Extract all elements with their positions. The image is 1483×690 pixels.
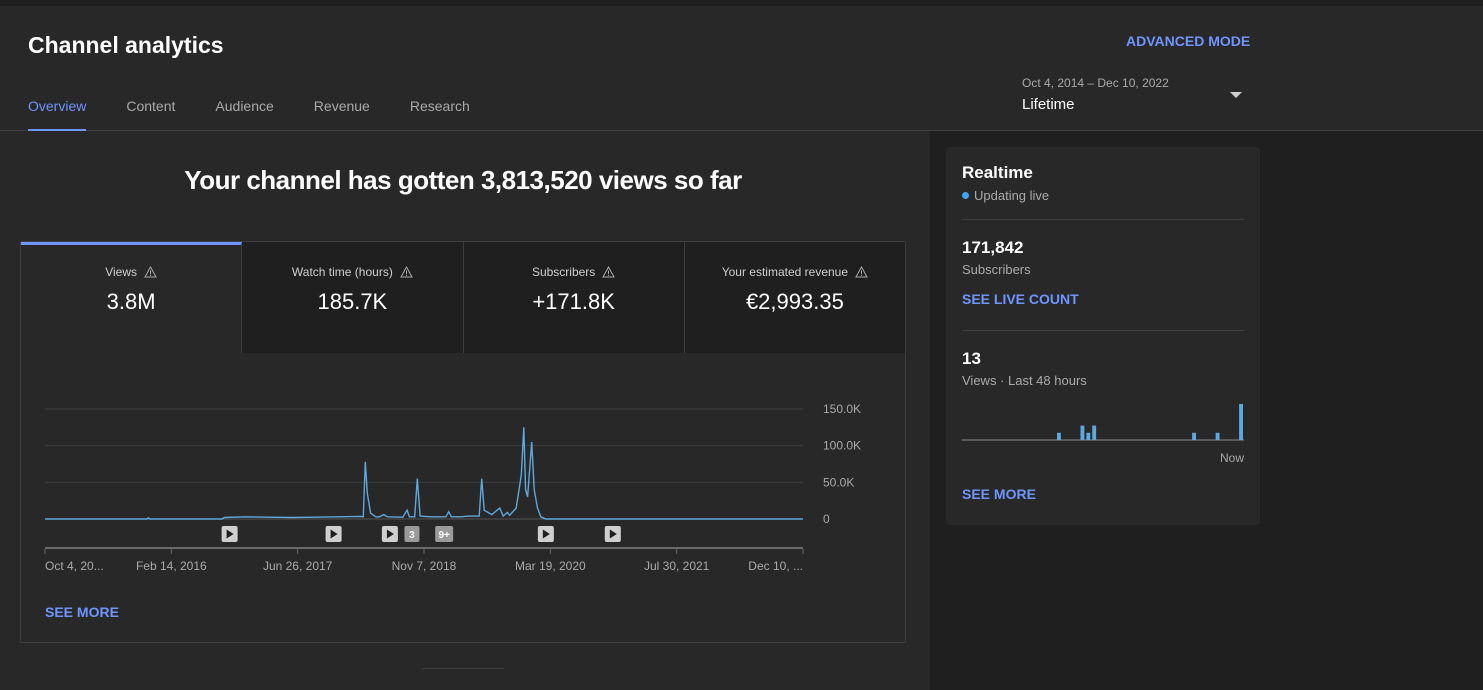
x-tick-label: Feb 14, 2016	[136, 559, 207, 573]
y-tick-label: 50.0K	[823, 475, 854, 489]
divider	[962, 330, 1244, 331]
metric-tab-views[interactable]: Views 3.8M	[21, 242, 243, 353]
metric-value: 3.8M	[106, 289, 156, 314]
now-label: Now	[1220, 451, 1245, 465]
x-tick-label: Dec 10, ...	[748, 559, 803, 573]
metric-value: €2,993.35	[745, 289, 844, 314]
divider	[422, 668, 504, 669]
x-tick-label: Nov 7, 2018	[392, 559, 457, 573]
date-range-text: Oct 4, 2014 – Dec 10, 2022	[1022, 76, 1169, 90]
play-icon	[609, 529, 617, 539]
metric-label: Subscribers	[531, 265, 616, 279]
views-chart[interactable]: 150.0K 100.0K 50.0K 0 3 9+ Oct 4, 20... Feb 14,…	[21, 353, 905, 593]
realtime-see-more-button[interactable]: SEE MORE	[962, 486, 1036, 502]
metric-tab-subscribers[interactable]: Subscribers +171.8K	[463, 242, 685, 353]
realtime-bar	[1239, 404, 1243, 440]
top-edge	[0, 0, 1483, 6]
x-tick-label: Mar 19, 2020	[515, 559, 586, 573]
metric-label-text: Subscribers	[531, 265, 596, 279]
tab-revenue[interactable]: Revenue	[313, 98, 370, 114]
realtime-title: Realtime	[962, 163, 1033, 182]
tab-audience[interactable]: Audience	[215, 98, 274, 114]
play-icon	[226, 529, 234, 539]
divider	[962, 219, 1244, 220]
metric-tab-watch-time[interactable]: Watch time (hours) 185.7K	[242, 242, 464, 353]
metric-tabs: Views 3.8M Watch time (hours) 185.7K Sub…	[21, 242, 905, 353]
metric-label: Your estimated revenue	[722, 265, 868, 279]
realtime-bar	[1092, 425, 1097, 440]
live-dot-icon	[962, 192, 969, 199]
metric-label-text: Views	[105, 265, 138, 279]
subscribers-count: 171,842	[962, 238, 1024, 257]
dropdown-caret-icon	[1230, 92, 1242, 98]
realtime-card: Realtime Updating live 171,842 Subscribe…	[946, 147, 1260, 525]
realtime-bar	[1192, 432, 1196, 440]
metric-label: Views	[105, 265, 157, 279]
play-icon	[330, 529, 338, 539]
play-icon	[542, 529, 550, 539]
series-line	[45, 427, 803, 520]
warning-icon	[855, 266, 868, 278]
metric-label-text: Watch time (hours)	[291, 265, 393, 279]
realtime-status: Updating live	[962, 188, 1049, 203]
metric-label: Watch time (hours)	[292, 265, 413, 279]
y-tick-label: 100.0K	[823, 439, 861, 453]
metric-value: 185.7K	[317, 289, 388, 314]
marker-count-label: 3	[409, 530, 415, 541]
overview-card: Views 3.8M Watch time (hours) 185.7K Sub…	[20, 241, 906, 643]
header: Channel analytics ADVANCED MODE Overview…	[0, 6, 1483, 131]
advanced-mode-button[interactable]: ADVANCED MODE	[1126, 33, 1251, 49]
realtime-bar	[1215, 432, 1220, 440]
date-range-label: Lifetime	[1022, 96, 1075, 113]
realtime-bar	[1086, 432, 1091, 440]
see-live-count-button[interactable]: SEE LIVE COUNT	[962, 291, 1079, 307]
views-headline: Your channel has gotten 3,813,520 views …	[184, 165, 742, 195]
tab-overview[interactable]: Overview	[28, 98, 87, 131]
tab-bar: Overview Content Audience Revenue Resear…	[28, 98, 510, 131]
date-range-picker[interactable]: Oct 4, 2014 – Dec 10, 2022 Lifetime	[1022, 76, 1244, 116]
x-tick-label: Jun 26, 2017	[263, 559, 333, 573]
realtime-views-chart[interactable]	[962, 401, 1244, 441]
marker-count-badge	[404, 526, 420, 542]
tab-content[interactable]: Content	[126, 98, 176, 114]
y-tick-label: 150.0K	[823, 402, 861, 416]
warning-icon	[399, 266, 413, 278]
x-tick-label: Oct 4, 20...	[45, 559, 104, 573]
warning-icon	[144, 266, 157, 278]
y-tick-label: 0	[823, 512, 830, 526]
realtime-views-label: Views · Last 48 hours	[962, 373, 1087, 388]
metric-tab-revenue[interactable]: Your estimated revenue €2,993.35	[684, 242, 905, 353]
warning-icon	[602, 266, 616, 278]
see-more-button[interactable]: SEE MORE	[45, 604, 119, 620]
metric-value: +171.8K	[532, 289, 615, 314]
x-tick-label: Jul 30, 2021	[644, 559, 710, 573]
marker-count-badge	[435, 526, 454, 542]
realtime-bar	[1080, 425, 1085, 440]
realtime-views-count: 13	[962, 349, 981, 368]
metric-label-text: Your estimated revenue	[721, 265, 849, 279]
realtime-status-text: Updating live	[974, 188, 1050, 203]
page-title: Channel analytics	[28, 32, 224, 58]
subscribers-label: Subscribers	[962, 262, 1031, 277]
tab-research[interactable]: Research	[409, 98, 470, 114]
play-icon	[386, 529, 394, 539]
marker-count-label: 9+	[438, 530, 450, 541]
realtime-bar	[1057, 432, 1061, 440]
